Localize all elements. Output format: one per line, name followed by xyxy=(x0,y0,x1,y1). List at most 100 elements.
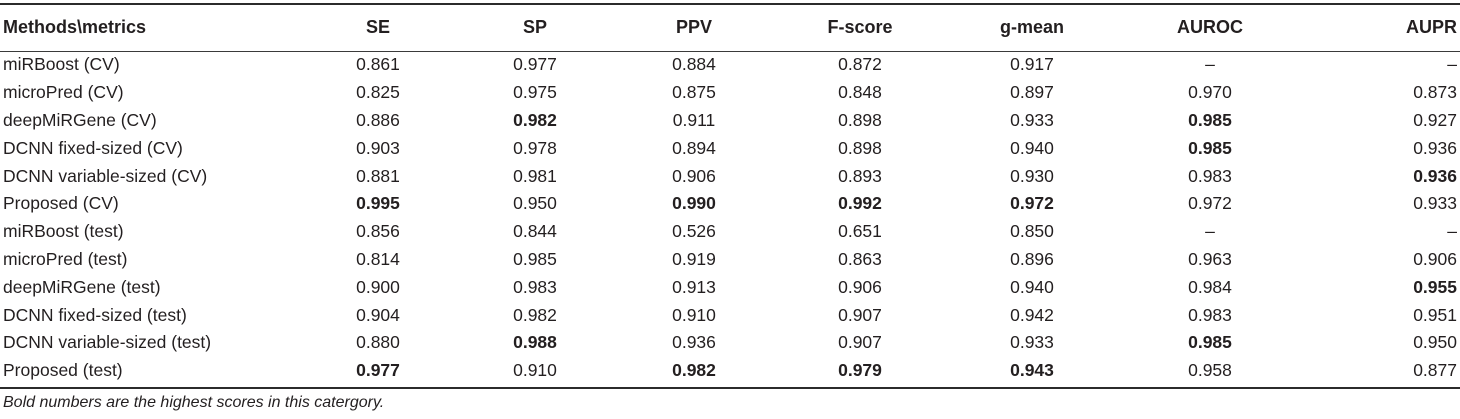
metric-value-cell: 0.900 xyxy=(356,276,400,297)
metric-value-cell: 0.927 xyxy=(1413,109,1457,130)
metric-value-cell: 0.936 xyxy=(672,332,716,353)
method-name-cell: microPred (CV) xyxy=(3,82,124,103)
metric-value-cell: 0.906 xyxy=(1413,248,1457,269)
header-row: Methods\metrics SE SP PPV F-score g-mean… xyxy=(0,4,1460,51)
metric-value-cell: 0.875 xyxy=(672,82,716,103)
metric-value-cell: 0.881 xyxy=(356,165,400,186)
metric-value-cell: 0.877 xyxy=(1413,360,1457,381)
metric-value-cell: 0.904 xyxy=(356,304,400,325)
metric-value-cell: 0.898 xyxy=(838,137,882,158)
metric-value-cell: 0.894 xyxy=(672,137,716,158)
metric-value-cell: 0.861 xyxy=(356,54,400,75)
metric-value-cell: 0.982 xyxy=(513,109,557,130)
metric-value-cell: 0.651 xyxy=(838,221,882,242)
metric-value-cell: 0.940 xyxy=(1010,276,1054,297)
metric-value-cell: 0.985 xyxy=(1188,137,1232,158)
metric-value-cell: 0.910 xyxy=(513,360,557,381)
metric-value-cell: 0.907 xyxy=(838,332,882,353)
metric-value-cell: 0.856 xyxy=(356,221,400,242)
metric-value-cell: 0.972 xyxy=(1188,193,1232,214)
metric-value-cell: 0.985 xyxy=(1188,332,1232,353)
method-name-cell: miRBoost (CV) xyxy=(3,54,120,75)
metric-value-cell: 0.906 xyxy=(838,276,882,297)
metric-value-cell: 0.983 xyxy=(1188,304,1232,325)
header-aupr: AUPR xyxy=(1405,17,1457,37)
metric-value-cell: 0.919 xyxy=(672,248,716,269)
metric-value-cell: 0.844 xyxy=(513,221,557,242)
metric-value-cell: 0.936 xyxy=(1413,137,1457,158)
metric-value-cell: 0.917 xyxy=(1010,54,1054,75)
table-row: Proposed (CV) 0.995 0.950 0.990 0.992 0.972 0.… xyxy=(0,190,1460,218)
metric-value-cell: 0.995 xyxy=(356,193,400,214)
table-row: microPred (test) 0.814 0.985 0.919 0.863 0.89… xyxy=(0,246,1460,274)
header-g-mean: g-mean xyxy=(999,17,1064,37)
table-row: miRBoost (test) 0.856 0.844 0.526 0.651 0.850… xyxy=(0,218,1460,246)
metric-value-cell: 0.863 xyxy=(838,248,882,269)
metric-value-cell: 0.985 xyxy=(513,248,557,269)
metric-value-cell: 0.979 xyxy=(838,360,882,381)
metrics-table: Methods\metrics SE SP PPV F-score g-mean… xyxy=(0,4,1460,385)
metric-value-cell: 0.972 xyxy=(1010,193,1054,214)
metric-value-cell: 0.950 xyxy=(1413,332,1457,353)
metric-value-cell: 0.933 xyxy=(1413,193,1457,214)
metric-value-cell: 0.970 xyxy=(1188,82,1232,103)
metric-value-cell: 0.884 xyxy=(672,54,716,75)
metric-value-cell: 0.936 xyxy=(1413,165,1457,186)
metric-value-cell: 0.872 xyxy=(838,54,882,75)
metric-value-cell: 0.983 xyxy=(513,276,557,297)
metric-value-cell: 0.913 xyxy=(672,276,716,297)
header-auroc: AUROC xyxy=(1177,17,1243,37)
table-body: miRBoost (CV) 0.861 0.977 0.884 0.872 0.917 – –… xyxy=(0,51,1460,385)
method-name-cell: DCNN fixed-sized (test) xyxy=(3,304,187,325)
metric-value-cell: 0.982 xyxy=(672,360,716,381)
method-name-cell: microPred (test) xyxy=(3,248,128,269)
method-name-cell: Proposed (CV) xyxy=(3,193,119,214)
metric-value-cell: 0.942 xyxy=(1010,304,1054,325)
table-row: DCNN fixed-sized (CV) 0.903 0.978 0.894 0.89… xyxy=(0,134,1460,162)
metric-value-cell: 0.992 xyxy=(838,193,882,214)
method-name-cell: DCNN variable-sized (test) xyxy=(3,332,212,353)
method-name-cell: Proposed (test) xyxy=(3,360,123,381)
metric-value-cell: 0.906 xyxy=(672,165,716,186)
metric-value-cell: 0.978 xyxy=(513,137,557,158)
metric-value-cell: 0.907 xyxy=(838,304,882,325)
table-row: DCNN variable-sized (test) 0.880 0.988 0.93… xyxy=(0,329,1460,357)
metric-value-cell: 0.911 xyxy=(672,109,716,130)
metric-value-cell: 0.850 xyxy=(1010,221,1054,242)
metric-value-cell: 0.825 xyxy=(356,82,400,103)
table-row: DCNN fixed-sized (test) 0.904 0.982 0.910 0.… xyxy=(0,301,1460,329)
table-row: DCNN variable-sized (CV) 0.881 0.981 0.906 0… xyxy=(0,162,1460,190)
metric-value-cell: 0.814 xyxy=(356,248,400,269)
metric-value-cell: 0.975 xyxy=(513,82,557,103)
header-f-score: F-score xyxy=(827,17,893,37)
metric-value-cell: 0.983 xyxy=(1188,165,1232,186)
metric-value-cell: 0.896 xyxy=(1010,248,1054,269)
header-sp: SP xyxy=(522,17,547,37)
header-se: SE xyxy=(365,17,390,37)
metric-value-cell: 0.943 xyxy=(1010,360,1054,381)
table-row: Proposed (test) 0.977 0.910 0.982 0.979 0.943… xyxy=(0,357,1460,385)
metric-value-cell: 0.982 xyxy=(513,304,557,325)
metric-value-cell: 0.873 xyxy=(1413,82,1457,103)
metric-value-cell: 0.990 xyxy=(672,193,716,214)
method-name-cell: DCNN variable-sized (CV) xyxy=(3,165,208,186)
header-ppv: PPV xyxy=(675,17,713,37)
metric-value-cell: 0.951 xyxy=(1413,304,1457,325)
metric-value-cell: 0.903 xyxy=(356,137,400,158)
metric-value-cell: 0.848 xyxy=(838,82,882,103)
metric-value-cell: 0.977 xyxy=(356,360,400,381)
metric-value-cell: 0.988 xyxy=(513,332,557,353)
metric-value-cell: 0.897 xyxy=(1010,82,1054,103)
metric-value-cell: 0.893 xyxy=(838,165,882,186)
metric-value-cell: – xyxy=(1205,221,1215,242)
table-row: deepMiRGene (test) 0.900 0.983 0.913 0.906 0.… xyxy=(0,273,1460,301)
bottom-rule xyxy=(0,387,1460,389)
table-row: deepMiRGene (CV) 0.886 0.982 0.911 0.898 0.93… xyxy=(0,107,1460,135)
metric-value-cell: 0.985 xyxy=(1188,109,1232,130)
metric-value-cell: 0.933 xyxy=(1010,332,1054,353)
metric-value-cell: 0.526 xyxy=(672,221,716,242)
metric-value-cell: 0.886 xyxy=(356,109,400,130)
method-name-cell: DCNN fixed-sized (CV) xyxy=(3,137,183,158)
metric-value-cell: 0.950 xyxy=(513,193,557,214)
table-row: miRBoost (CV) 0.861 0.977 0.884 0.872 0.917 – – xyxy=(0,51,1460,79)
